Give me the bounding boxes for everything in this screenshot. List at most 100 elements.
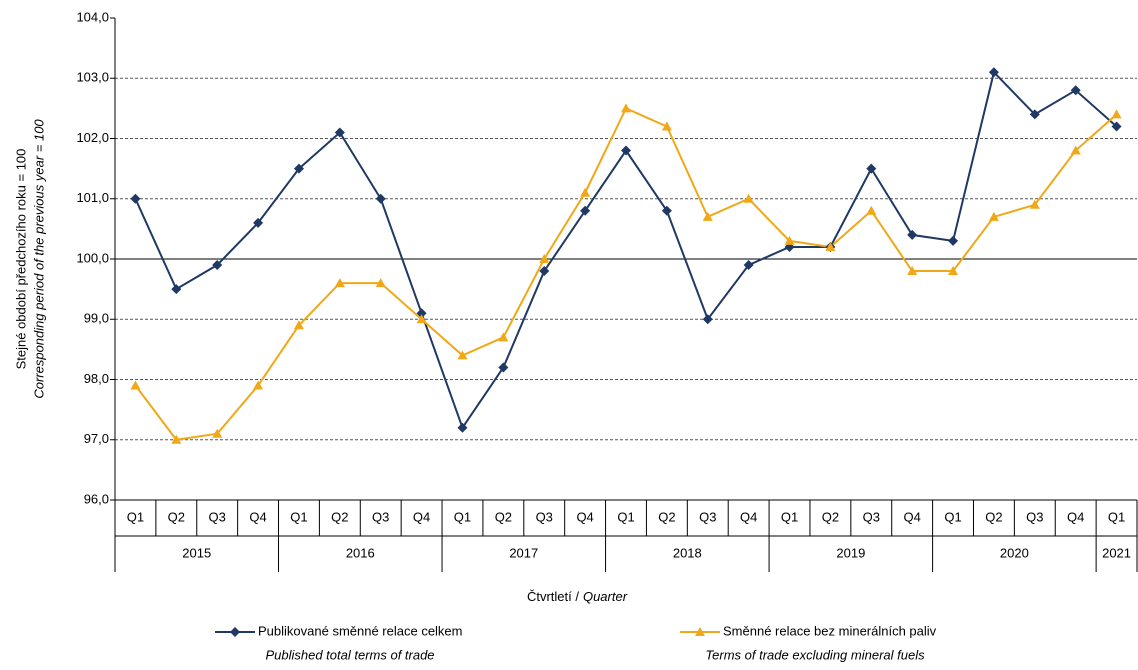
marker bbox=[334, 278, 345, 288]
x-axis-title-cz: Čtvrtletí / bbox=[527, 589, 579, 604]
marker bbox=[293, 163, 304, 174]
y-tick-label: 97,0 bbox=[84, 431, 109, 446]
marker bbox=[416, 314, 427, 324]
x-tick-label: Q2 bbox=[495, 509, 512, 524]
marker bbox=[621, 145, 631, 156]
marker bbox=[661, 205, 672, 216]
y-tick-label: 103,0 bbox=[76, 70, 109, 85]
marker bbox=[1070, 85, 1081, 96]
x-tick-label: Q1 bbox=[290, 509, 307, 524]
x-tick-label: Q1 bbox=[454, 509, 471, 524]
marker bbox=[907, 266, 918, 276]
marker bbox=[1029, 109, 1040, 120]
marker bbox=[457, 422, 468, 433]
year-label: 2016 bbox=[346, 545, 375, 560]
year-label: 2015 bbox=[182, 545, 211, 560]
x-tick-label: Q3 bbox=[699, 509, 716, 524]
marker bbox=[293, 320, 304, 330]
marker bbox=[130, 380, 141, 390]
marker bbox=[1111, 109, 1122, 119]
marker bbox=[1070, 145, 1081, 155]
x-tick-label: Q1 bbox=[617, 509, 634, 524]
x-axis-title-en: Quarter bbox=[583, 589, 628, 604]
marker bbox=[866, 163, 877, 174]
x-tick-label: Q2 bbox=[168, 509, 185, 524]
legend-label: Směnné relace bez minerálních paliv bbox=[723, 623, 937, 638]
marker bbox=[212, 260, 223, 271]
year-label: 2017 bbox=[509, 545, 538, 560]
marker bbox=[825, 241, 836, 251]
y-tick-label: 98,0 bbox=[84, 371, 109, 386]
x-tick-label: Q3 bbox=[536, 509, 553, 524]
x-tick-label: Q3 bbox=[372, 509, 389, 524]
year-label: 2020 bbox=[1000, 545, 1029, 560]
x-tick-label: Q1 bbox=[944, 509, 961, 524]
marker bbox=[539, 266, 550, 277]
marker bbox=[580, 205, 591, 216]
marker bbox=[702, 211, 713, 221]
marker bbox=[375, 278, 386, 288]
y-axis-title-en: Corresponding period of the previous yea… bbox=[31, 119, 46, 399]
x-tick-label: Q2 bbox=[331, 509, 348, 524]
x-tick-label: Q4 bbox=[249, 509, 266, 524]
marker bbox=[661, 121, 672, 131]
series-line bbox=[134, 107, 1118, 441]
marker bbox=[866, 205, 877, 215]
x-tick-label: Q3 bbox=[209, 509, 226, 524]
marker bbox=[130, 193, 141, 204]
marker bbox=[580, 187, 591, 197]
x-tick-label: Q3 bbox=[1026, 509, 1043, 524]
marker bbox=[948, 266, 959, 276]
marker bbox=[253, 217, 264, 228]
x-tick-label: Q2 bbox=[985, 509, 1002, 524]
legend-marker bbox=[230, 627, 240, 637]
marker bbox=[171, 434, 182, 444]
x-tick-label: Q1 bbox=[1108, 509, 1125, 524]
y-tick-label: 104,0 bbox=[76, 9, 109, 24]
x-tick-label: Q4 bbox=[576, 509, 593, 524]
marker bbox=[171, 284, 182, 295]
marker bbox=[253, 380, 264, 390]
marker bbox=[907, 229, 918, 240]
y-tick-label: 100,0 bbox=[76, 250, 109, 265]
x-tick-label: Q2 bbox=[822, 509, 839, 524]
marker bbox=[743, 260, 754, 271]
year-label: 2021 bbox=[1102, 545, 1131, 560]
marker bbox=[1111, 121, 1122, 132]
year-label: 2019 bbox=[836, 545, 865, 560]
marker bbox=[416, 308, 427, 319]
x-tick-label: Q3 bbox=[863, 509, 880, 524]
x-tick-label: Q4 bbox=[903, 509, 920, 524]
y-tick-label: 99,0 bbox=[84, 311, 109, 326]
marker bbox=[743, 193, 754, 203]
marker bbox=[334, 127, 345, 138]
marker bbox=[948, 235, 959, 246]
legend-label: Publikované směnné relace celkem bbox=[258, 623, 463, 638]
marker bbox=[988, 211, 999, 221]
x-tick-label: Q2 bbox=[658, 509, 675, 524]
x-tick-label: Q4 bbox=[413, 509, 430, 524]
marker bbox=[621, 103, 631, 113]
year-label: 2018 bbox=[673, 545, 702, 560]
marker bbox=[988, 67, 999, 78]
x-tick-label: Q1 bbox=[127, 509, 144, 524]
x-tick-label: Q4 bbox=[1067, 509, 1084, 524]
y-tick-label: 102,0 bbox=[76, 130, 109, 145]
marker bbox=[212, 428, 223, 438]
marker bbox=[1029, 199, 1040, 209]
marker bbox=[784, 235, 795, 245]
marker bbox=[457, 350, 468, 360]
x-tick-label: Q4 bbox=[740, 509, 757, 524]
y-axis-title: Stejné období předchozího roku = 100 bbox=[13, 149, 28, 370]
x-tick-label: Q1 bbox=[781, 509, 798, 524]
marker bbox=[498, 332, 509, 342]
marker bbox=[539, 254, 550, 263]
legend-label-en: Terms of trade excluding mineral fuels bbox=[705, 647, 925, 662]
x-axis-title: Čtvrtletí / Quarter bbox=[527, 589, 628, 604]
legend-marker bbox=[695, 627, 705, 636]
marker bbox=[702, 314, 713, 325]
marker bbox=[498, 362, 509, 373]
legend-label-en: Published total terms of trade bbox=[265, 647, 434, 662]
y-tick-label: 101,0 bbox=[76, 190, 109, 205]
